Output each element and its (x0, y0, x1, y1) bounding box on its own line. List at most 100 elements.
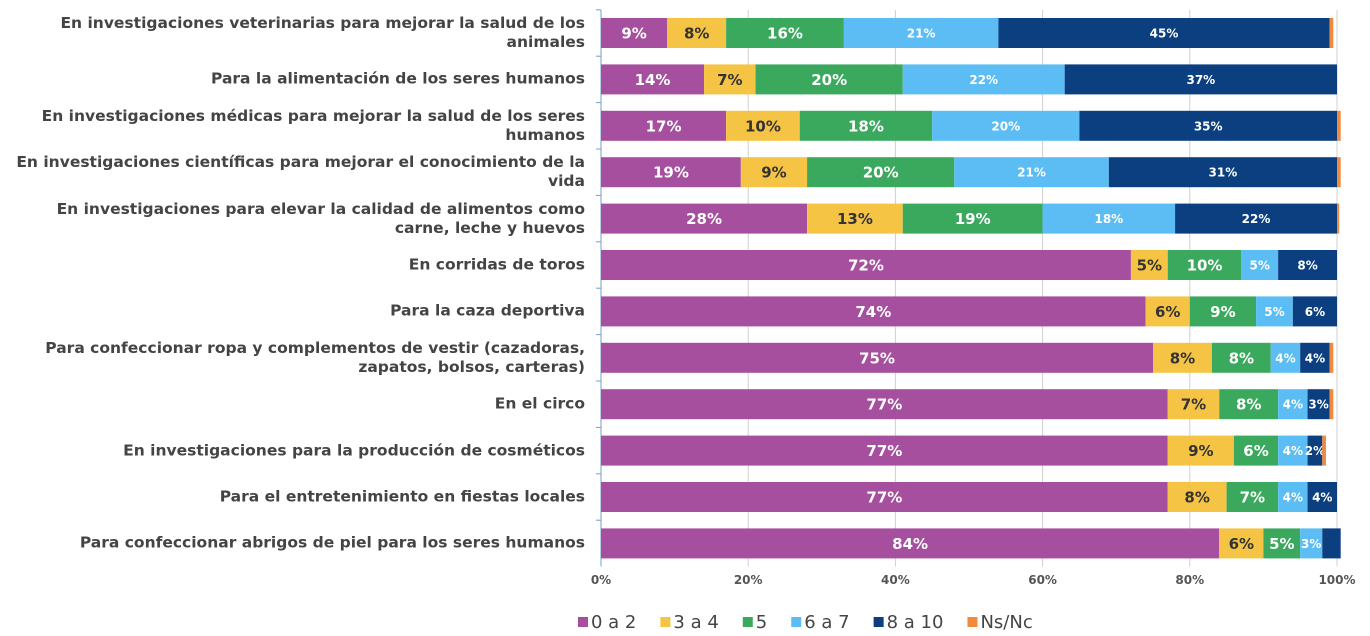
bar-segment (601, 435, 1168, 466)
y-tick-label: En investigaciones para la producción de… (123, 441, 585, 460)
bar-segment (902, 203, 1043, 234)
legend-swatch (578, 617, 588, 627)
data-label: 18% (1094, 212, 1123, 226)
bar-segment (1079, 110, 1337, 141)
data-label: 7% (1181, 396, 1206, 414)
data-label: 10% (1187, 257, 1223, 275)
data-label: 17% (646, 117, 682, 135)
bar-segment (1042, 203, 1176, 234)
bar-segment (1145, 296, 1190, 327)
bar-segment (1167, 389, 1220, 420)
bar-segment (1278, 250, 1337, 280)
data-label: 8% (1297, 259, 1317, 273)
bar-segment (740, 157, 808, 188)
data-label: 20% (811, 71, 847, 89)
data-label: 13% (837, 210, 873, 228)
data-label: 8% (684, 25, 709, 43)
bar-segment (1167, 250, 1242, 280)
legend-label: 5 (756, 612, 767, 633)
legend-label: Ns/Nc (980, 612, 1032, 633)
bar-segment (1300, 528, 1323, 559)
data-label: 9% (1210, 303, 1235, 321)
data-label: 8% (1236, 396, 1261, 414)
legend-swatch (873, 617, 884, 627)
y-tick-label: En corridas de toros (408, 255, 585, 274)
bar-segment (1219, 528, 1264, 559)
bar-segment (601, 389, 1168, 420)
data-label: 19% (955, 210, 991, 228)
bar-segment (1300, 342, 1330, 373)
data-label: 9% (621, 25, 646, 43)
data-label: 21% (907, 27, 936, 41)
bar-segment (1329, 18, 1334, 48)
bar-segment (1175, 203, 1337, 234)
bar-segment (1278, 435, 1308, 466)
bar-segment (1307, 389, 1330, 420)
x-tick-label: 0% (591, 573, 611, 587)
data-label: 22% (969, 73, 998, 87)
bar-segment (1189, 296, 1257, 327)
bar-segment (1322, 435, 1326, 466)
bar-segment (667, 18, 727, 48)
data-label: 8% (1170, 349, 1195, 367)
legend-swatch (742, 617, 753, 627)
data-label: 22% (1242, 212, 1271, 226)
bar-segment (1167, 435, 1234, 466)
bar-segment (601, 203, 808, 234)
data-label: 5% (1264, 305, 1284, 319)
data-label: 21% (1017, 166, 1046, 180)
legend-label: 0 a 2 (591, 612, 636, 633)
data-label: 45% (1150, 27, 1179, 41)
data-label: 20% (991, 119, 1020, 133)
legend-label: 8 a 10 (887, 612, 944, 633)
data-label: 4% (1283, 491, 1303, 505)
x-tick-label: 40% (881, 573, 910, 587)
data-label: 35% (1194, 119, 1223, 133)
data-label: 84% (892, 535, 928, 553)
x-tick-label: 80% (1175, 573, 1204, 587)
data-label: 5% (1137, 257, 1162, 275)
bar-segment (1337, 157, 1341, 188)
bar-segment (1337, 110, 1341, 141)
data-label: 74% (855, 303, 891, 321)
y-tick-label: Para la caza deportiva (390, 301, 585, 320)
x-tick-label: 60% (1028, 573, 1057, 587)
bar-segment (601, 482, 1168, 512)
y-tick-label: Para la alimentación de los seres humano… (211, 69, 585, 88)
bar-segment (1226, 482, 1279, 512)
bar-segment (726, 18, 844, 48)
data-label: 3% (1308, 398, 1328, 412)
data-label: 3% (1301, 537, 1321, 551)
data-label: 5% (1269, 535, 1294, 553)
bar-segment (1064, 64, 1337, 95)
legend-swatch (660, 617, 671, 627)
bar-segment (998, 18, 1330, 48)
data-label: 10% (745, 117, 781, 135)
bar-segment (1278, 389, 1308, 420)
legend-swatch (791, 617, 802, 627)
bar-segment (1153, 342, 1212, 373)
bar-segment (954, 157, 1109, 188)
y-tick-label: Para confeccionar ropa y complementos de… (45, 338, 585, 376)
y-tick-label: En investigaciones para elevar la calida… (56, 199, 585, 237)
bar-segment (807, 157, 955, 188)
bar-segment (601, 342, 1153, 373)
bar-segment (1329, 342, 1334, 373)
bar-segment (1263, 528, 1301, 559)
bar-segment (601, 296, 1146, 327)
bar-segment (704, 64, 756, 95)
data-label: 8% (1229, 349, 1254, 367)
data-label: 14% (635, 71, 671, 89)
bar-segment (601, 18, 668, 48)
data-label: 20% (863, 164, 899, 182)
data-label: 19% (653, 164, 689, 182)
bar-segment (1292, 296, 1337, 327)
bar-segment (601, 528, 1220, 559)
y-tick-label: En investigaciones médicas para mejorar … (41, 106, 585, 144)
bar-segment (1278, 482, 1308, 512)
y-tick-label: En investigaciones veterinarias para mej… (60, 14, 585, 51)
bar-segment (1307, 435, 1323, 466)
data-label: 5% (1250, 259, 1270, 273)
data-label: 8% (1184, 489, 1209, 507)
